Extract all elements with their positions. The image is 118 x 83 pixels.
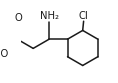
Text: NH₂: NH₂ <box>40 11 59 21</box>
Text: Cl: Cl <box>79 11 88 21</box>
Text: O: O <box>15 13 23 23</box>
Text: HO: HO <box>0 49 8 59</box>
